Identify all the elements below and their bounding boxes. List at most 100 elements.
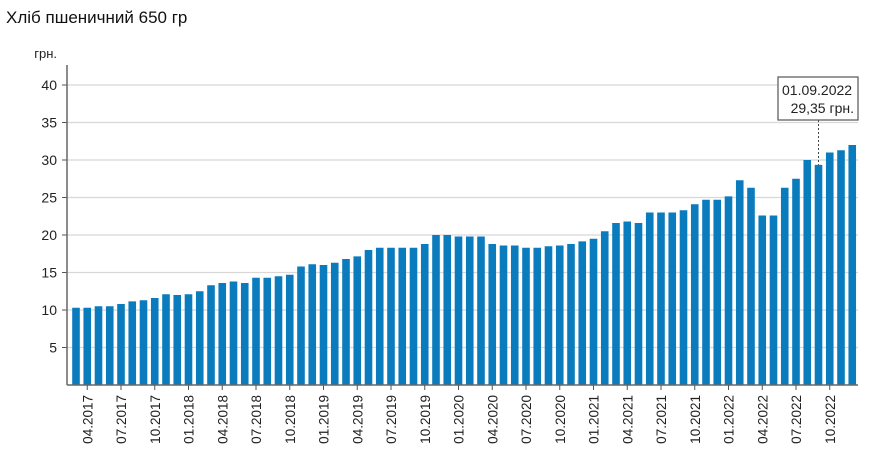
x-tick-label: 04.2017	[80, 395, 95, 444]
x-tick-label: 01.2022	[722, 395, 737, 444]
bar	[207, 285, 215, 385]
bar	[173, 295, 182, 385]
bar	[735, 180, 744, 385]
bar	[128, 301, 137, 385]
bar	[657, 212, 665, 385]
bar	[510, 245, 519, 385]
x-tick-label: 10.2017	[148, 395, 163, 444]
x-tick-label: 04.2019	[350, 395, 365, 444]
y-tick-label: 35	[41, 115, 57, 131]
bar	[477, 236, 485, 385]
y-axis-label: грн.	[34, 46, 57, 61]
bar	[263, 277, 272, 385]
bar	[162, 294, 170, 385]
bar	[105, 306, 114, 385]
bar	[252, 277, 260, 385]
bar	[600, 231, 609, 385]
y-tick-label: 40	[41, 77, 57, 93]
bar	[780, 187, 789, 385]
bar	[814, 164, 823, 385]
bar	[679, 210, 688, 385]
bar	[387, 247, 395, 385]
bar	[803, 160, 812, 385]
bar	[150, 298, 159, 385]
bar	[848, 145, 857, 385]
bar	[612, 223, 620, 385]
y-tick-label: 20	[41, 227, 57, 243]
chart-title: Хліб пшеничний 650 гр	[6, 8, 188, 27]
x-tick-label: 07.2019	[384, 395, 399, 444]
bar	[544, 246, 553, 385]
bar	[465, 236, 474, 385]
x-tick-label: 04.2018	[215, 395, 230, 444]
bar	[825, 152, 834, 385]
bar	[769, 215, 778, 385]
bar	[578, 241, 587, 385]
bar	[83, 307, 92, 385]
x-tick-label: 04.2020	[485, 395, 500, 444]
bar	[634, 223, 643, 385]
bar	[184, 294, 193, 385]
bar	[758, 215, 767, 385]
bar	[72, 307, 80, 385]
x-tick-label: 01.2019	[317, 395, 332, 444]
bar	[94, 306, 103, 385]
bar	[499, 245, 508, 385]
bar	[375, 247, 384, 385]
bar	[330, 262, 339, 385]
bar	[432, 235, 440, 385]
bar	[308, 264, 317, 385]
bar	[443, 235, 452, 385]
tooltip-box	[777, 76, 859, 121]
bar	[117, 304, 125, 385]
tooltip-value: 29,35 грн.	[791, 100, 854, 116]
x-tick-label: 07.2021	[654, 395, 669, 444]
bar	[589, 238, 598, 385]
bar	[274, 276, 283, 385]
bar	[702, 199, 710, 385]
bar	[522, 247, 530, 385]
x-tick-label: 10.2021	[688, 395, 703, 444]
bar	[724, 196, 733, 385]
bar	[792, 178, 800, 385]
tooltip-date: 01.09.2022	[782, 82, 852, 98]
bar	[555, 245, 564, 385]
bar	[319, 265, 328, 385]
bar	[713, 199, 722, 385]
bar	[409, 247, 418, 385]
bar	[837, 150, 845, 385]
x-tick-label: 07.2018	[249, 395, 264, 444]
x-tick-label: 10.2022	[823, 395, 838, 444]
bar	[398, 247, 407, 385]
y-tick-label: 5	[49, 340, 57, 356]
y-tick-label: 15	[41, 265, 57, 281]
bar	[533, 247, 542, 385]
bar	[668, 212, 677, 385]
bar	[285, 274, 294, 385]
bar	[195, 291, 204, 385]
x-tick-label: 04.2022	[755, 395, 770, 444]
bar	[353, 256, 362, 385]
bar	[342, 259, 350, 385]
bar	[139, 300, 148, 385]
x-tick-label: 01.2018	[182, 395, 197, 444]
bar	[454, 236, 463, 385]
bar	[240, 283, 249, 385]
bar	[229, 281, 238, 385]
bar	[218, 283, 227, 385]
x-tick-label: 07.2017	[114, 395, 129, 444]
x-tick-label: 10.2020	[553, 395, 568, 444]
bar	[420, 244, 429, 385]
x-tick-label: 10.2018	[283, 395, 298, 444]
y-tick-label: 30	[41, 152, 57, 168]
bar	[747, 187, 755, 385]
y-tick-label: 25	[41, 190, 57, 206]
x-tick-label: 04.2021	[620, 395, 635, 444]
bar	[645, 212, 654, 385]
bar	[690, 204, 699, 385]
y-tick-label: 10	[41, 302, 57, 318]
x-tick-label: 01.2021	[587, 395, 602, 444]
bar	[297, 266, 305, 385]
bar	[488, 244, 497, 385]
